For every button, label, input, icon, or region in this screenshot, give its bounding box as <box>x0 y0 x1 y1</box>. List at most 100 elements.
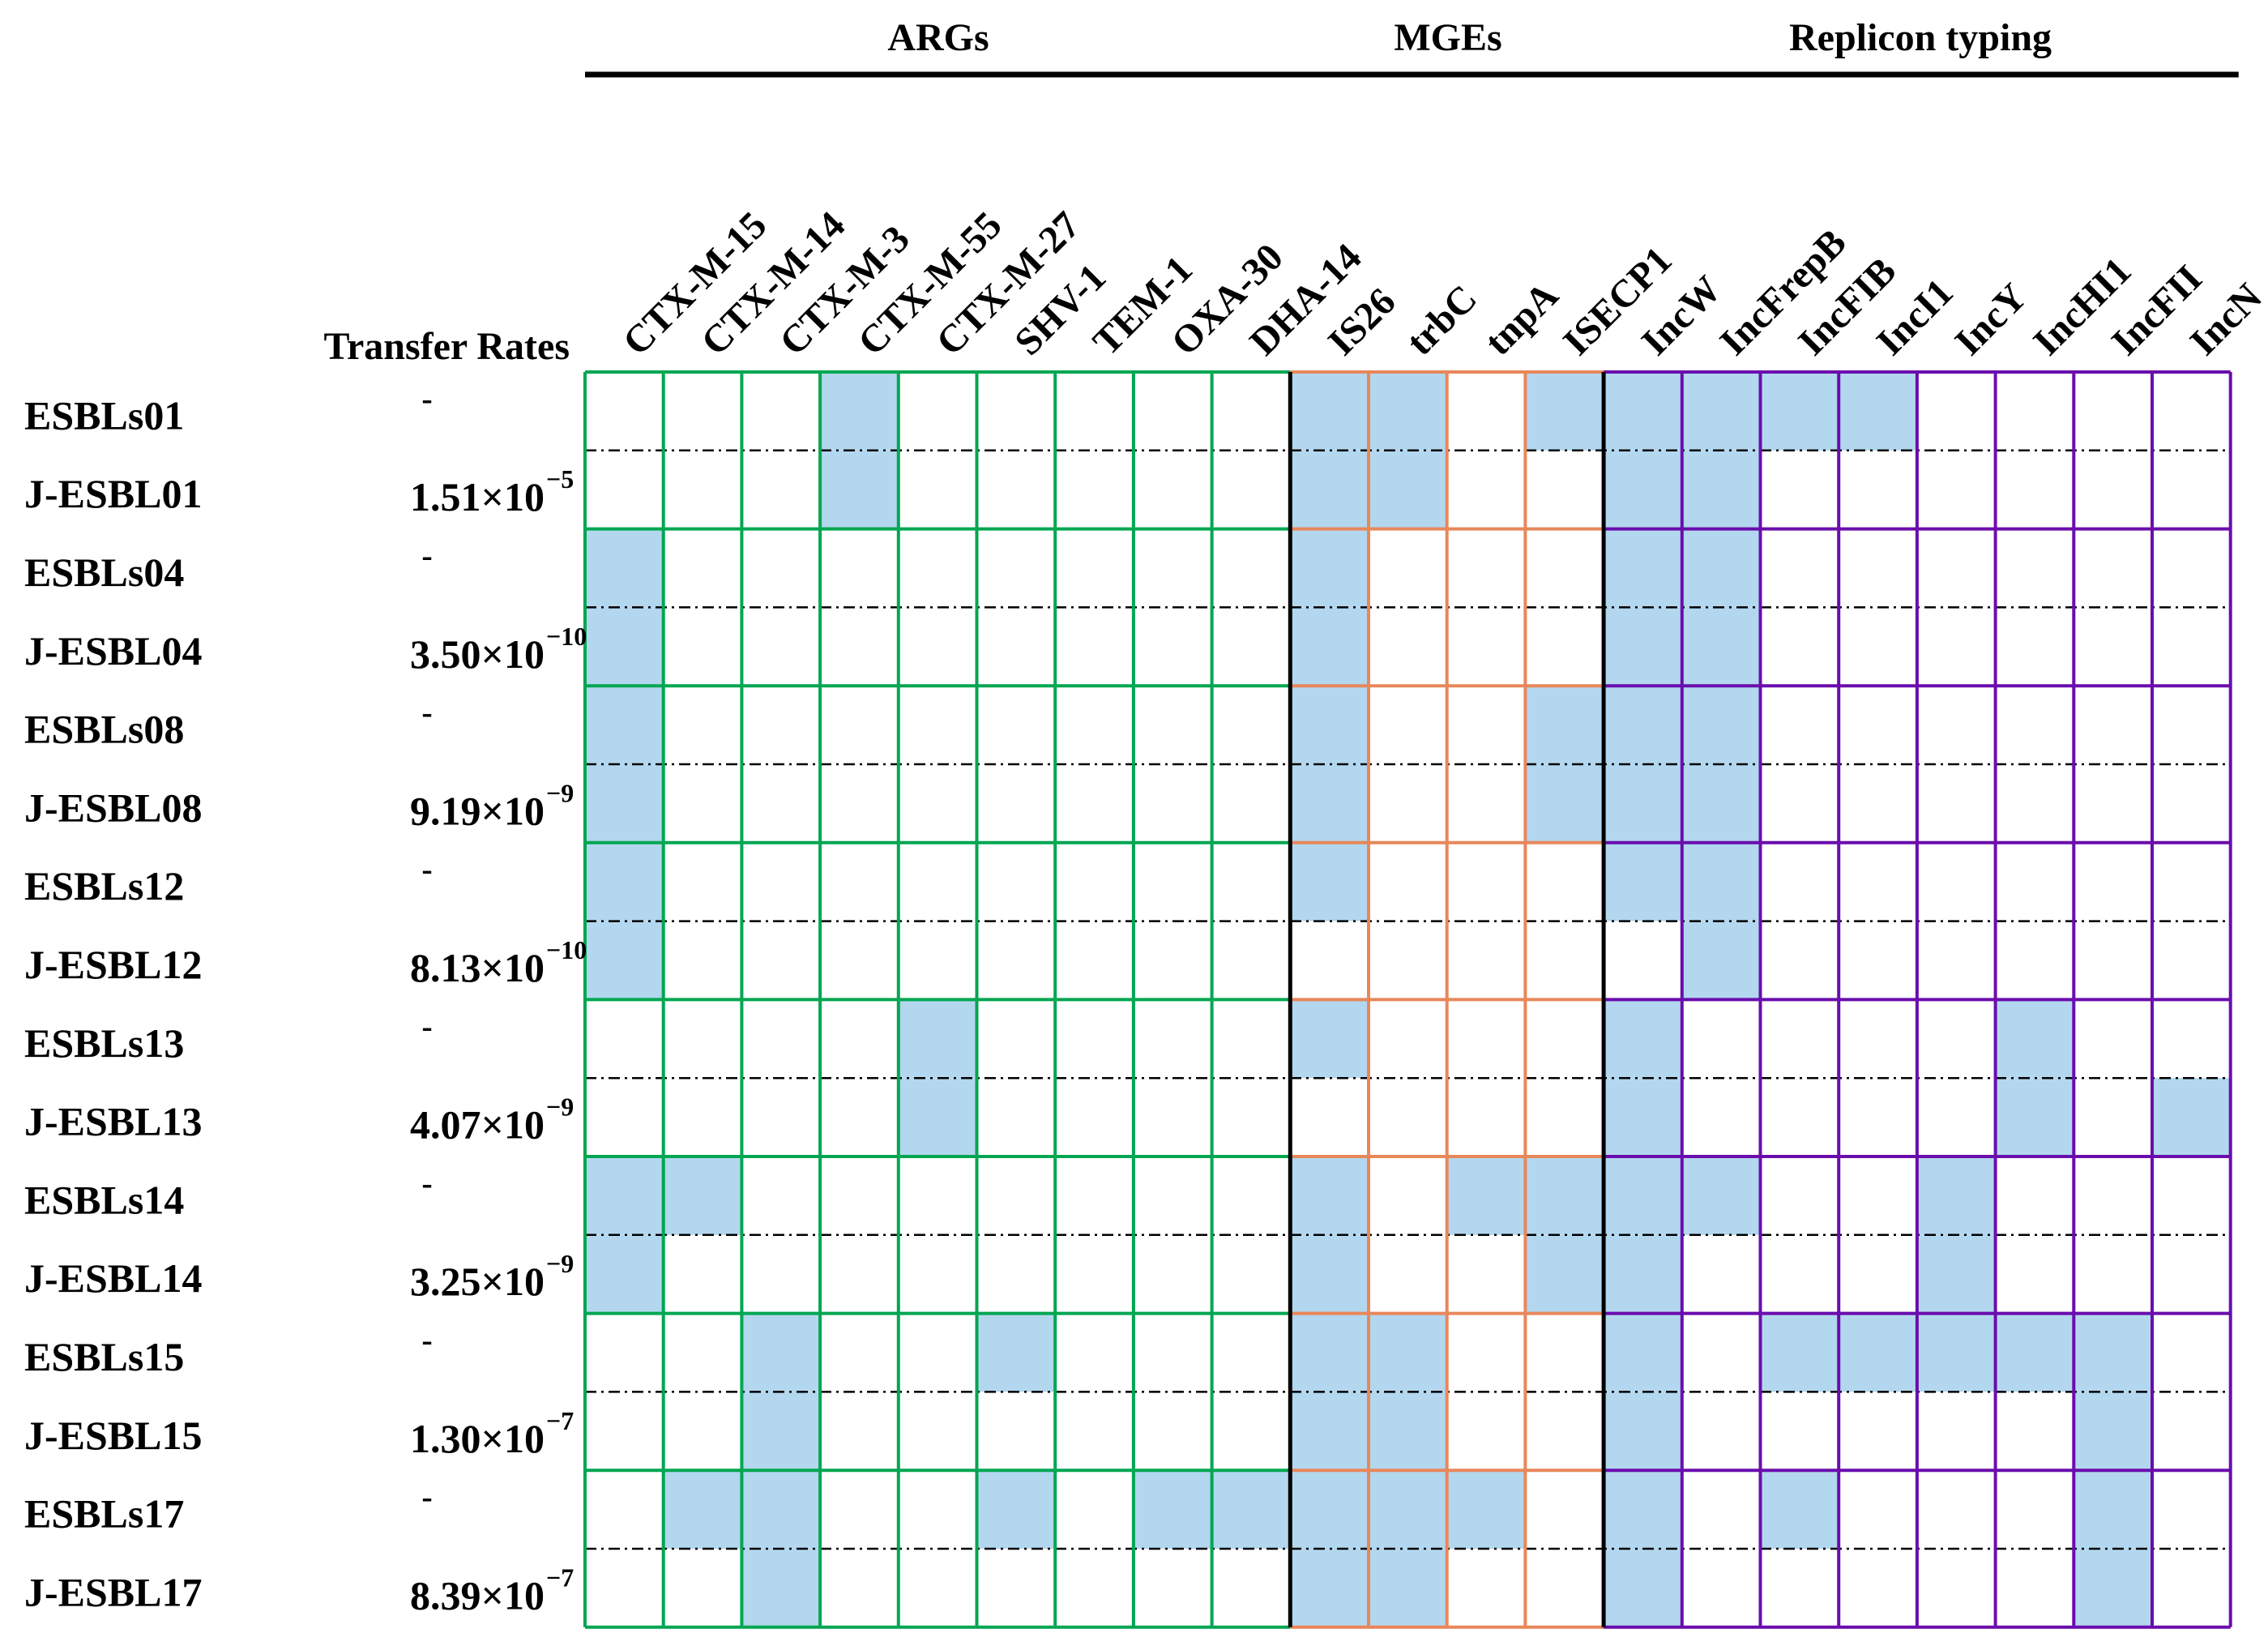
presence-cell <box>820 372 899 451</box>
presence-cell <box>1525 1234 1604 1314</box>
presence-cell <box>1760 1470 1839 1549</box>
presence-cell <box>1133 1470 1212 1549</box>
rate-exponent: −7 <box>546 1563 574 1592</box>
presence-cell <box>1604 1470 1682 1549</box>
presence-cell <box>1995 1078 2074 1156</box>
presence-cell <box>1290 450 1369 529</box>
presence-cell <box>585 921 664 1000</box>
presence-cell <box>741 1470 821 1549</box>
presence-cell <box>1290 1156 1369 1235</box>
rate-value: - <box>421 1165 432 1201</box>
presence-cell <box>1604 607 1682 686</box>
presence-cell <box>1369 1392 1447 1471</box>
presence-cell <box>1604 1313 1682 1392</box>
presence-cell <box>1604 1549 1682 1627</box>
presence-cell <box>585 686 664 764</box>
presence-cell <box>898 1078 977 1156</box>
presence-cell <box>663 1470 742 1549</box>
presence-cell <box>585 607 664 686</box>
presence-cell <box>1446 1156 1526 1235</box>
presence-cell <box>585 1234 664 1314</box>
presence-cell <box>1369 1470 1447 1549</box>
presence-cell <box>1290 764 1369 843</box>
presence-cell <box>663 1156 742 1235</box>
presence-cell <box>1525 764 1604 843</box>
presence-cell <box>1604 1078 1682 1156</box>
presence-cell <box>1525 686 1604 764</box>
presence-cell <box>1290 1392 1369 1471</box>
rate-value: 1.30×10 <box>410 1416 545 1461</box>
rate-value: 3.50×10 <box>410 631 545 677</box>
group-title: MGEs <box>1394 16 1501 59</box>
rate-value: 1.51×10 <box>410 474 545 519</box>
row-label: J-ESBL01 <box>24 471 203 516</box>
rate-value: - <box>421 537 432 574</box>
rate-value: - <box>421 851 432 887</box>
presence-cell <box>1760 1313 1839 1392</box>
presence-cell <box>1369 1549 1447 1627</box>
presence-cell <box>1681 607 1761 686</box>
presence-cell <box>1604 1392 1682 1471</box>
presence-cell <box>1290 1549 1369 1627</box>
presence-cell <box>1604 999 1682 1079</box>
presence-cell <box>1290 842 1369 921</box>
rate-value: 9.19×10 <box>410 788 545 833</box>
presence-cell <box>1290 1234 1369 1314</box>
presence-cell <box>1839 372 1917 451</box>
rate-exponent: −10 <box>546 622 587 651</box>
presence-cell <box>1525 372 1604 451</box>
presence-cell <box>1681 921 1761 1000</box>
rate-value: - <box>421 380 432 417</box>
presence-cell <box>1681 686 1761 764</box>
rate-exponent: −10 <box>546 935 587 964</box>
rate-exponent: −9 <box>546 778 574 807</box>
presence-cell <box>1604 450 1682 529</box>
presence-cell <box>741 1392 821 1471</box>
row-label: J-ESBL14 <box>24 1255 203 1301</box>
presence-cell <box>1995 999 2074 1079</box>
presence-cell <box>976 1470 1056 1549</box>
presence-cell <box>1839 1313 1917 1392</box>
row-label: ESBLs12 <box>24 863 184 909</box>
rate-value: 3.25×10 <box>410 1259 545 1304</box>
presence-cell <box>1290 1470 1369 1549</box>
row-label: J-ESBL08 <box>24 785 203 830</box>
presence-cell <box>2152 1078 2231 1156</box>
rate-value: - <box>421 1479 432 1516</box>
row-label: J-ESBL13 <box>24 1099 203 1144</box>
group-title: ARGs <box>887 16 989 59</box>
rate-exponent: −5 <box>546 464 574 494</box>
rate-value: 8.39×10 <box>410 1572 545 1618</box>
presence-cell <box>2074 1392 2152 1471</box>
presence-cell <box>2074 1313 2152 1392</box>
presence-cell <box>1681 764 1761 843</box>
presence-cell <box>1604 764 1682 843</box>
presence-cell <box>820 450 899 529</box>
presence-cell <box>1681 372 1761 451</box>
presence-cell <box>1916 1234 1996 1314</box>
presence-cell <box>585 1156 664 1235</box>
row-label: ESBLs17 <box>24 1491 184 1537</box>
presence-cell <box>1369 450 1447 529</box>
presence-cell <box>1681 1156 1761 1235</box>
rate-value: 4.07×10 <box>410 1102 545 1148</box>
presence-cell <box>2074 1549 2152 1627</box>
row-label: J-ESBL15 <box>24 1413 203 1458</box>
presence-cell <box>1681 450 1761 529</box>
presence-cell <box>1604 372 1682 451</box>
rate-value: - <box>421 695 432 731</box>
row-label: J-ESBL17 <box>24 1569 203 1614</box>
presence-cell <box>1290 686 1369 764</box>
rate-value: 8.13×10 <box>410 945 545 990</box>
presence-cell <box>1525 1156 1604 1235</box>
row-label: J-ESBL12 <box>24 942 203 987</box>
presence-cell <box>1916 1313 1996 1392</box>
presence-cell <box>1290 999 1369 1079</box>
presence-cell <box>1604 528 1682 608</box>
presence-cell <box>1290 528 1369 608</box>
row-label: ESBLs08 <box>24 707 184 752</box>
row-label: ESBLs14 <box>24 1177 184 1222</box>
presence-cell <box>585 528 664 608</box>
